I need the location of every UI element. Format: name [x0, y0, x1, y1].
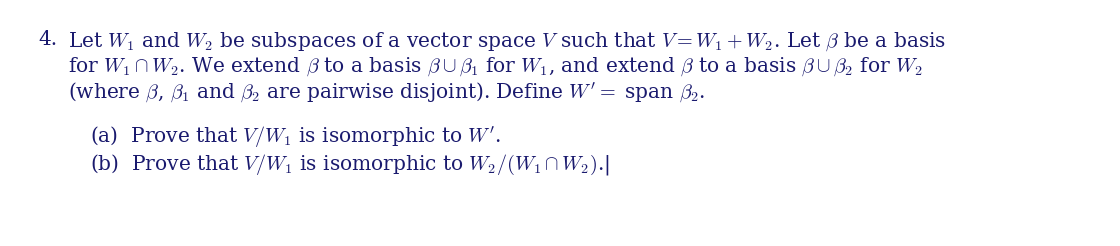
Text: (b)  Prove that $V/W_1$ is isomorphic to $W_2/(W_1 \cap W_2)$.|: (b) Prove that $V/W_1$ is isomorphic to … [90, 152, 609, 177]
Text: 4.: 4. [38, 30, 57, 49]
Text: (a)  Prove that $V/W_1$ is isomorphic to $W'$.: (a) Prove that $V/W_1$ is isomorphic to … [90, 125, 501, 150]
Text: for $W_1 \cap W_2$. We extend $\beta$ to a basis $\beta \cup \beta_1$ for $W_1$,: for $W_1 \cap W_2$. We extend $\beta$ to… [68, 55, 923, 77]
Text: Let $W_1$ and $W_2$ be subspaces of a vector space $V$ such that $V = W_1 + W_2$: Let $W_1$ and $W_2$ be subspaces of a ve… [68, 30, 946, 53]
Text: (where $\beta$, $\beta_1$ and $\beta_2$ are pairwise disjoint). Define $W' =$ sp: (where $\beta$, $\beta_1$ and $\beta_2$ … [68, 80, 706, 104]
